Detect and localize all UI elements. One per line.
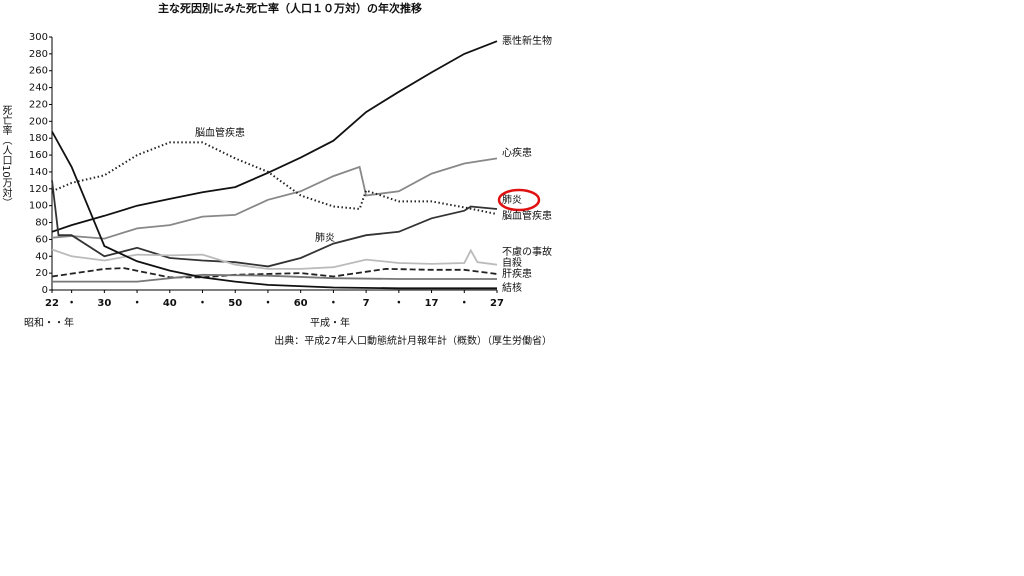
x-tick-label: 50: [228, 298, 242, 309]
series-line: [51, 267, 498, 279]
x-tick-label: ・: [459, 298, 469, 309]
y-tick-label: 80: [35, 218, 48, 229]
x-tick-label: 60: [294, 298, 308, 309]
source: 出典：平成27年人口動態統計月報年計（概数）（厚生労働省）: [274, 334, 552, 347]
series-line: [51, 141, 498, 216]
legend-label: 心疾患: [502, 146, 532, 159]
series-line: [52, 273, 497, 283]
legend-label: 脳血管疾患: [502, 209, 552, 222]
x-tick-label: ・: [198, 298, 208, 309]
annotation: 肺炎: [315, 232, 335, 244]
y-tick-label: 280: [29, 49, 48, 60]
y-tick-label: 60: [35, 234, 48, 245]
x-tick-label: ・: [328, 298, 338, 309]
y-tick-label: 220: [29, 99, 48, 110]
series-line: [51, 40, 498, 233]
x-axis-label: 平成・年: [310, 316, 350, 329]
y-tick-label: 240: [29, 83, 48, 94]
y-tick-label: 180: [29, 133, 48, 144]
x-tick-label: 17: [425, 298, 439, 309]
x-tick-label: 22: [45, 298, 59, 309]
x-tick-label: ・: [394, 298, 404, 309]
y-tick-label: 20: [35, 268, 48, 279]
legend-label: 不慮の事故: [502, 245, 552, 258]
y-tick-label: 300: [29, 32, 48, 43]
legend-label: 結核: [502, 281, 522, 294]
legend-label: 悪性新生物: [502, 34, 552, 47]
y-tick-label: 0: [42, 285, 48, 296]
x-axis-label: 昭和・・年: [24, 316, 74, 329]
y-tick-label: 40: [35, 251, 48, 262]
y-tick-label: 100: [29, 201, 48, 212]
x-tick-label: 7: [363, 298, 370, 309]
highlight-circle: [497, 188, 541, 212]
series-line: [51, 157, 498, 240]
x-tick-label: 30: [97, 298, 111, 309]
chart-title: 主な死因別にみた死亡率（人口１０万対）の年次推移: [158, 1, 422, 15]
legend-label: 自殺: [502, 256, 522, 269]
x-tick-label: 40: [163, 298, 177, 309]
legend-label: 肺炎: [502, 194, 522, 206]
y-tick-label: 200: [29, 116, 48, 127]
series-line: [51, 131, 497, 290]
x-tick-label: ・: [132, 298, 142, 309]
y-axis-label: 死亡率（人口10万対）: [0, 105, 12, 208]
annotation: 脳血管疾患: [195, 126, 245, 139]
x-tick-label: 27: [490, 298, 504, 309]
x-tick-label: ・: [263, 298, 273, 309]
x-tick-label: ・: [67, 298, 77, 309]
y-tick-label: 260: [29, 66, 48, 77]
y-tick-label: 160: [29, 150, 48, 161]
legend-label: 肝疾患: [502, 267, 532, 280]
series-line: [51, 180, 498, 268]
y-tick-label: 140: [29, 167, 48, 178]
y-tick-label: 120: [29, 184, 48, 195]
